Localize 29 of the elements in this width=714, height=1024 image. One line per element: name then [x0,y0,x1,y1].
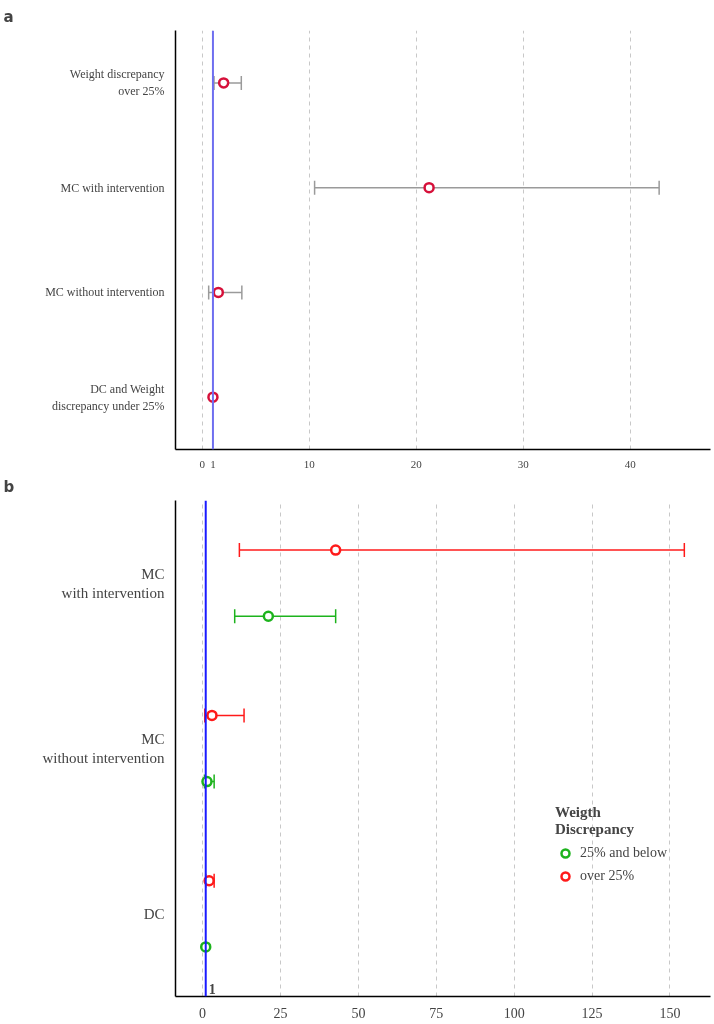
x-tick-label: 10 [303,457,316,470]
x-tick-label: 0 [199,1005,207,1021]
y-tick-label: MC without intervention [45,285,165,300]
x-tick-label: 30 [517,457,530,470]
y-tick-label: DC [143,905,165,922]
point [212,286,225,299]
legend-title: Weigth Discrepancy [555,804,635,838]
x-tick-label: 125 [581,1005,603,1021]
x-tick-label: 150 [659,1005,681,1021]
legend-label: 25% and below [580,845,668,861]
x-tick-label: 75 [429,1005,444,1021]
legend-label: over 25% [580,868,635,884]
x-tick-label: 40 [624,457,637,470]
y-tick-label: Weight discrepancy over 25% [69,67,165,99]
y-tick-label: MC with intervention [60,180,165,195]
text: a [3,7,14,26]
y-tick-label: MC without intervention [42,730,165,767]
x-tick-label: 25 [273,1005,288,1021]
y-tick-label: DC and Weight discrepancy under 25% [51,381,165,413]
text: b [3,477,15,496]
x-tick-label: 0 [199,457,206,470]
x-tick-label: 50 [351,1005,366,1021]
y-tick-label: MC with intervention [61,565,165,601]
point [217,77,230,89]
ref-line-label: 1 [208,981,216,997]
x-tick-label: 100 [503,1005,525,1021]
x-tick-label: 1 [210,457,216,470]
point [423,181,435,194]
x-tick-label: 20 [410,457,423,470]
